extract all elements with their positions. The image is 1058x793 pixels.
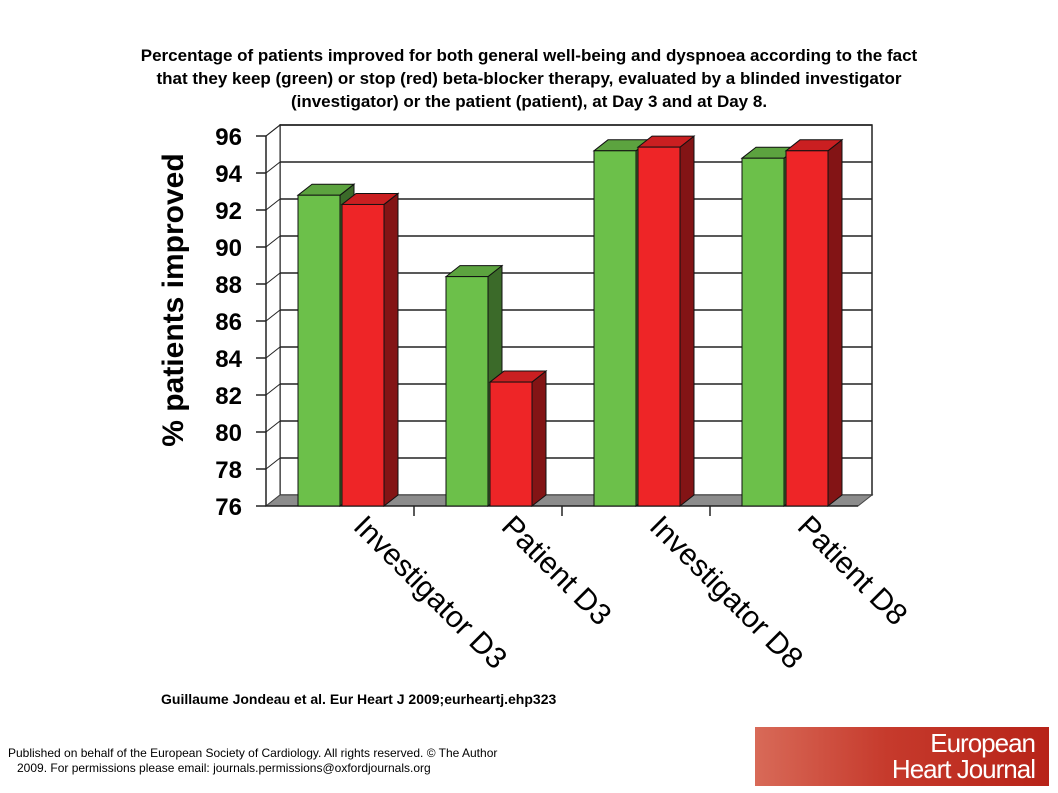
bar-3-1	[785, 150, 829, 507]
y-tick-label: 76	[215, 494, 242, 521]
y-tick-label: 86	[215, 309, 242, 336]
gridline-side	[265, 235, 281, 248]
citation: Guillaume Jondeau et al. Eur Heart J 200…	[161, 691, 557, 707]
bar-2-1	[637, 146, 681, 507]
y-tick-label: 94	[215, 161, 242, 188]
footer-line-2: 2009. For permissions please email: jour…	[17, 761, 431, 775]
footer-line-1: Published on behalf of the European Soci…	[8, 746, 498, 760]
gridline-side	[265, 198, 281, 211]
x-category-label: Patient D8	[791, 510, 913, 632]
chart-title-line-1: Percentage of patients improved for both…	[140, 46, 918, 65]
x-category-label: Investigator D8	[643, 510, 809, 676]
bar-2-1-side	[679, 135, 695, 508]
gridline-side	[265, 457, 281, 470]
y-tick-label: 78	[215, 457, 242, 484]
bar-1-1-side	[531, 370, 547, 508]
bar-3-0	[741, 157, 785, 507]
chart-title-line-3: (investigator) or the patient (patient),…	[290, 92, 768, 111]
chart-title: Percentage of patients improved for both…	[20, 44, 1038, 113]
chart-bars	[296, 135, 844, 508]
journal-logo: European Heart Journal	[755, 727, 1049, 786]
y-axis-title: % patients improved	[157, 153, 190, 446]
bar-1-1	[489, 381, 533, 507]
bar-2-0	[593, 150, 637, 507]
logo-line-1: European	[930, 728, 1036, 758]
bar-0-1	[341, 203, 385, 507]
copyright-footer: Published on behalf of the European Soci…	[8, 746, 497, 776]
bar-3-1-side	[827, 138, 843, 508]
y-tick-label: 90	[215, 235, 242, 262]
bar-0-1-side	[383, 192, 399, 508]
y-tick-label: 96	[215, 124, 242, 151]
gridline-side	[265, 346, 281, 359]
y-tick-label: 88	[215, 272, 242, 299]
bar-1-0	[445, 276, 489, 507]
chart-title-line-2: that they keep (green) or stop (red) bet…	[156, 69, 902, 88]
logo-line-2: Heart Journal	[891, 754, 1036, 784]
gridline-side	[265, 420, 281, 433]
y-tick-label: 80	[215, 420, 242, 447]
y-tick-label: 82	[215, 383, 242, 410]
gridline-side	[265, 124, 281, 137]
y-tick-label: 84	[215, 346, 242, 373]
gridline-side	[265, 383, 281, 396]
bar-0-0	[297, 194, 341, 507]
gridline-side	[265, 161, 281, 174]
x-category-label: Patient D3	[495, 510, 617, 632]
gridline-side	[265, 272, 281, 285]
y-tick-label: 92	[215, 198, 242, 225]
gridline-side	[265, 309, 281, 322]
x-category-label: Investigator D3	[347, 510, 513, 676]
